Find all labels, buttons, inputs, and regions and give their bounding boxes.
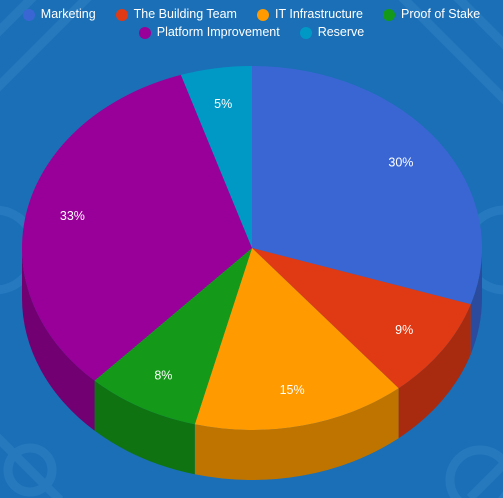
legend-label-the-building-team: The Building Team bbox=[133, 7, 237, 21]
legend-label-proof-of-stake: Proof of Stake bbox=[400, 7, 481, 21]
legend-label-reserve: Reserve bbox=[317, 25, 365, 39]
pie-label-platform-improvement: 33% bbox=[60, 209, 85, 223]
legend-label-platform-improvement: Platform Improvement bbox=[156, 25, 280, 39]
legend-marker-it-infrastructure bbox=[256, 8, 269, 21]
pie-side-the-building-team bbox=[398, 304, 471, 439]
legend-marker-marketing bbox=[22, 8, 35, 21]
pie-slice-it-infrastructure[interactable] bbox=[194, 248, 399, 430]
legend-item-marketing[interactable]: Marketing bbox=[22, 7, 96, 22]
legend-marker-proof-of-stake bbox=[382, 8, 395, 21]
legend-label-it-infrastructure: IT Infrastructure bbox=[274, 7, 363, 21]
pie-side-proof-of-stake bbox=[94, 380, 195, 475]
pie-label-the-building-team: 9% bbox=[395, 323, 413, 337]
legend-label-marketing: Marketing bbox=[40, 7, 96, 21]
pie-side-it-infrastructure bbox=[194, 388, 399, 480]
pie-slice-reserve[interactable] bbox=[180, 66, 252, 248]
legend-item-platform-improvement[interactable]: Platform Improvement bbox=[138, 25, 280, 40]
pie-labels: 30% 9% 15% 8% 33% 5% bbox=[60, 97, 414, 397]
legend-item-proof-of-stake[interactable]: Proof of Stake bbox=[382, 7, 481, 22]
pie-side-platform-improvement bbox=[21, 248, 95, 431]
pie-slices bbox=[21, 66, 483, 430]
pie-label-marketing: 30% bbox=[388, 155, 413, 169]
legend-item-the-building-team[interactable]: The Building Team bbox=[115, 7, 237, 22]
pie-label-proof-of-stake: 8% bbox=[154, 369, 172, 383]
pie-slice-proof-of-stake[interactable] bbox=[94, 248, 252, 425]
legend-item-reserve[interactable]: Reserve bbox=[299, 25, 365, 40]
pie-slice-marketing[interactable] bbox=[252, 66, 483, 305]
pie-sides bbox=[21, 248, 482, 480]
chart-legend: Marketing The Building Team IT Infrastruct… bbox=[0, 7, 503, 40]
pie-label-reserve: 5% bbox=[214, 97, 232, 111]
legend-marker-reserve bbox=[299, 26, 312, 39]
pie-label-it-infrastructure: 15% bbox=[280, 383, 305, 397]
pie-slice-the-building-team[interactable] bbox=[252, 248, 471, 389]
legend-marker-platform-improvement bbox=[138, 26, 151, 39]
pie-slice-platform-improvement[interactable] bbox=[21, 74, 252, 381]
legend-marker-the-building-team bbox=[115, 8, 128, 21]
legend-item-it-infrastructure[interactable]: IT Infrastructure bbox=[256, 7, 363, 22]
pie-side-marketing bbox=[470, 248, 482, 355]
